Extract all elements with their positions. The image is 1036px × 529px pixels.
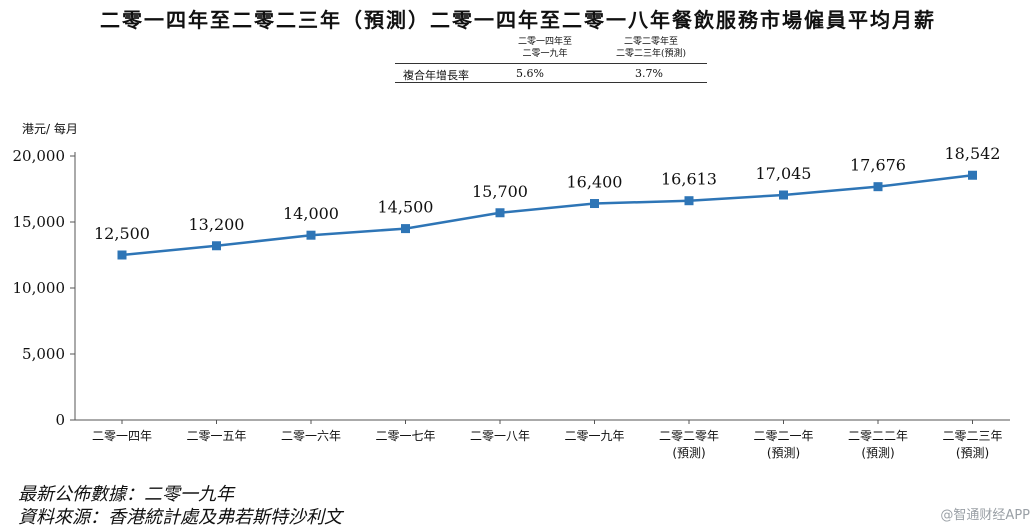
data-label: 17,676 bbox=[850, 156, 906, 175]
x-tick-label: 二零一五年 bbox=[186, 429, 246, 443]
cagr-col2-header-line2: 二零二三年(預測) bbox=[615, 49, 687, 59]
y-tick-label: 15,000 bbox=[13, 213, 66, 231]
cagr-col2-header: 二零二零年至 二零二三年(預測) bbox=[591, 36, 711, 60]
x-tick-label: 二零二一年 bbox=[753, 429, 813, 443]
x-tick-label: (預測) bbox=[956, 446, 989, 460]
data-label: 12,500 bbox=[94, 224, 150, 243]
x-tick-label: (預測) bbox=[767, 446, 800, 460]
data-label: 14,000 bbox=[283, 204, 339, 223]
x-tick-label: 二零一四年 bbox=[92, 429, 152, 443]
y-tick-label: 0 bbox=[55, 411, 65, 429]
data-label: 14,500 bbox=[378, 198, 434, 217]
data-label: 13,200 bbox=[189, 215, 245, 234]
data-point bbox=[590, 199, 599, 209]
cagr-col1-header: 二零一四年至 二零一九年 bbox=[485, 36, 605, 60]
x-tick-label: 二零二三年 bbox=[942, 429, 1002, 443]
cagr-table-top-rule bbox=[395, 63, 707, 64]
data-label: 16,400 bbox=[567, 173, 623, 192]
y-tick-label: 20,000 bbox=[13, 147, 66, 165]
footnote-source: 資料來源：香港統計處及弗若斯特沙利文 bbox=[18, 507, 342, 528]
cagr-table-bottom-rule bbox=[395, 82, 707, 83]
cagr-col2-value: 3.7% bbox=[635, 67, 663, 80]
x-tick-label: 二零二二年 bbox=[848, 429, 908, 443]
data-label: 15,700 bbox=[472, 182, 528, 201]
data-label: 17,045 bbox=[756, 164, 812, 183]
cagr-col2-header-line1: 二零二零年至 bbox=[623, 37, 678, 47]
y-tick-label: 5,000 bbox=[22, 345, 65, 363]
footnote-latest-data: 最新公佈數據：二零一九年 bbox=[18, 484, 234, 505]
x-tick-label: 二零二零年 bbox=[659, 429, 719, 443]
cagr-col1-header-line1: 二零一四年至 bbox=[517, 37, 572, 47]
data-point bbox=[117, 250, 127, 260]
x-tick-label: 二零一七年 bbox=[375, 429, 435, 443]
cagr-col1-value: 5.6% bbox=[516, 67, 544, 80]
data-point bbox=[495, 208, 505, 218]
series-line bbox=[121, 174, 973, 257]
data-point bbox=[779, 190, 788, 200]
x-tick-label: 二零一六年 bbox=[281, 429, 341, 443]
data-point bbox=[684, 196, 694, 206]
x-tick-label: 二零一九年 bbox=[564, 429, 624, 443]
chart-title: 二零一四年至二零二三年（預測）二零一四年至二零一八年餐飲服務市場僱員平均月薪 bbox=[100, 8, 936, 32]
x-tick-label: 二零一八年 bbox=[470, 429, 530, 443]
y-tick-label: 10,000 bbox=[13, 279, 66, 297]
data-point bbox=[968, 170, 977, 180]
data-point bbox=[212, 241, 221, 251]
data-point bbox=[401, 224, 410, 234]
data-label: 16,613 bbox=[661, 170, 717, 189]
data-point bbox=[306, 230, 316, 240]
x-tick-label: (預測) bbox=[861, 446, 894, 460]
data-label: 18,542 bbox=[945, 144, 1001, 163]
x-tick-label: (預測) bbox=[672, 446, 705, 460]
watermark: @智通财经APP bbox=[940, 508, 1030, 523]
data-point bbox=[873, 182, 883, 192]
y-axis-label: 港元/ 每月 bbox=[22, 121, 78, 136]
cagr-row-label: 複合年增長率 bbox=[403, 69, 469, 82]
cagr-col1-header-line2: 二零一九年 bbox=[522, 49, 568, 59]
